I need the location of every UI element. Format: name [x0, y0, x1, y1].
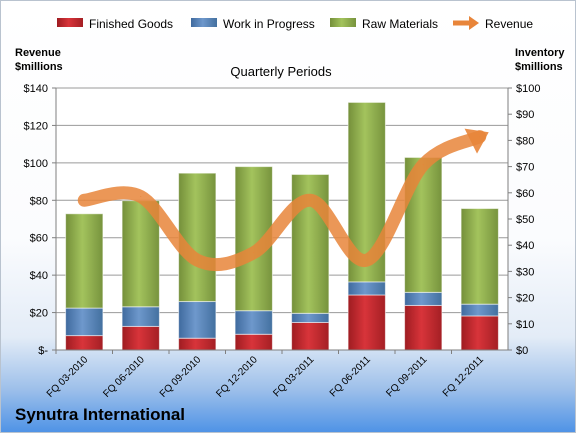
left-tick-label: $60: [30, 233, 48, 245]
right-tick-label: $20: [516, 293, 534, 305]
left-tick-label: $80: [30, 195, 48, 207]
left-axis-title-line2: $millions: [15, 61, 63, 73]
left-tick-label: $140: [24, 83, 48, 95]
bar-finished-goods: [460, 315, 499, 351]
bar-work-in-progress: [121, 306, 160, 327]
right-tick-label: $30: [516, 266, 534, 278]
x-category-label: FQ 06-2010: [101, 354, 147, 400]
bar-work-in-progress: [65, 307, 104, 337]
x-category-label: FQ 09-2010: [158, 354, 204, 400]
left-tick-label: $40: [30, 270, 48, 282]
x-category-label: FQ 12-2011: [441, 354, 486, 399]
legend-swatch-revenue: [453, 16, 479, 30]
x-category-label: FQ 09-2011: [384, 354, 429, 399]
revenue-point: [479, 136, 481, 138]
bar-raw-materials: [65, 213, 104, 309]
right-tick-label: $70: [516, 162, 534, 174]
legend-label-work-in-progress: Work in Progress: [223, 17, 315, 31]
left-tick-label: $-: [38, 345, 48, 357]
revenue-point: [196, 259, 198, 261]
bar-finished-goods: [65, 335, 104, 351]
right-axis-title-line1: Inventory: [515, 47, 565, 59]
bar-work-in-progress: [178, 301, 217, 339]
revenue-line: [77, 130, 487, 272]
revenue-point: [422, 164, 424, 166]
bar-work-in-progress: [347, 281, 386, 296]
legend: Finished Goods Work in Progress Raw Mate…: [57, 16, 533, 31]
bar-work-in-progress: [291, 312, 330, 323]
left-tick-label: $100: [24, 158, 48, 170]
x-category-label: FQ 03-2010: [45, 354, 91, 400]
chart-subtitle: Quarterly Periods: [230, 64, 332, 79]
plot-area: $- $20 $40 $60 $80 $100 $120 $140 $0 $10 $20 $30 $40…: [24, 83, 541, 400]
revenue-point: [309, 199, 311, 201]
legend-label-raw-materials: Raw Materials: [362, 17, 438, 31]
right-tick-label: $100: [516, 83, 540, 95]
bar-finished-goods: [121, 325, 160, 351]
bar-work-in-progress: [460, 303, 499, 317]
bar-finished-goods: [234, 333, 273, 351]
revenue-arrowhead: [464, 128, 489, 154]
right-tick-label: $90: [516, 109, 534, 121]
company-name: Synutra International: [15, 405, 186, 424]
right-tick-label: $0: [516, 345, 528, 357]
bar-finished-goods: [404, 304, 443, 351]
revenue-point: [140, 196, 142, 198]
bar-finished-goods: [178, 337, 217, 351]
legend-swatch-raw-materials: [330, 18, 356, 27]
bar-work-in-progress: [234, 310, 273, 335]
x-category-label: FQ 03-2011: [271, 354, 316, 399]
right-tick-label: $10: [516, 319, 534, 331]
bar-work-in-progress: [404, 291, 443, 306]
left-axis-title-line1: Revenue: [15, 47, 61, 59]
revenue-point: [253, 252, 255, 254]
bar-finished-goods: [347, 294, 386, 351]
revenue-point: [83, 199, 85, 201]
bar-finished-goods: [291, 321, 330, 351]
x-category-label: FQ 06-2011: [328, 354, 373, 399]
left-tick-label: $120: [24, 120, 48, 132]
legend-label-finished-goods: Finished Goods: [89, 17, 173, 31]
revenue-point: [366, 259, 368, 261]
right-tick-label: $40: [516, 240, 534, 252]
left-tick-label: $20: [30, 308, 48, 320]
bar-raw-materials: [178, 172, 217, 303]
right-tick-label: $60: [516, 188, 534, 200]
bar-raw-materials: [460, 208, 499, 305]
right-tick-label: $80: [516, 135, 534, 147]
legend-label-revenue: Revenue: [485, 17, 533, 31]
right-tick-label: $50: [516, 214, 534, 226]
legend-swatch-finished-goods: [57, 18, 83, 27]
legend-swatch-work-in-progress: [191, 18, 217, 27]
x-category-label: FQ 12-2010: [214, 354, 260, 400]
right-axis-title-line2: $millions: [515, 61, 563, 73]
